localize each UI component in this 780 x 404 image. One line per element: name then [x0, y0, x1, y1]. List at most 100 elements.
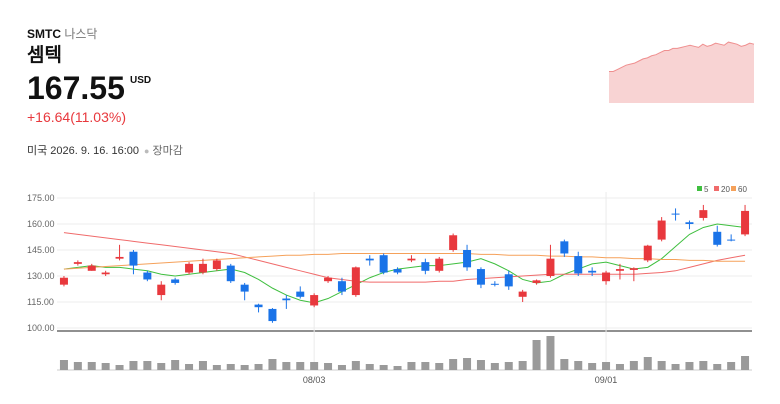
volume-bar	[476, 360, 485, 370]
moving-average-line	[63, 223, 746, 304]
volume-bar	[504, 362, 513, 370]
candle-body	[407, 258, 416, 261]
candle-body	[435, 258, 444, 271]
ticker-row: SMTC 나스닥	[27, 25, 97, 42]
candle-body	[226, 265, 235, 282]
candle-body	[59, 277, 68, 285]
candle-body	[643, 245, 652, 261]
candle-body	[101, 272, 110, 275]
stock-name: 셈텍	[27, 45, 62, 66]
volume-bar	[324, 363, 333, 370]
legend-swatch	[697, 186, 702, 191]
candle-body	[73, 262, 82, 264]
candle-body	[185, 263, 194, 273]
volume-bar	[407, 362, 416, 370]
candle-body	[671, 213, 680, 215]
volume-bar	[296, 362, 305, 370]
candle-body	[476, 269, 485, 285]
candle-body	[421, 262, 430, 271]
candle-body	[198, 263, 207, 273]
candle-body	[463, 250, 472, 268]
volume-bar	[87, 362, 96, 370]
volume-bar	[379, 365, 388, 370]
volume-bar	[643, 357, 652, 370]
volume-bar	[741, 356, 750, 370]
price-change: +16.64(11.03%)	[27, 109, 126, 125]
volume-bar	[115, 365, 124, 370]
candle-body	[657, 220, 666, 240]
ticker: SMTC	[27, 27, 61, 41]
volume-bar	[490, 363, 499, 370]
datetime: 미국 2026. 9. 16. 16:00	[27, 145, 139, 157]
candle-body	[87, 265, 96, 271]
legend-swatch	[731, 186, 736, 191]
candle-body	[393, 269, 402, 273]
market-status: 장마감	[152, 145, 183, 157]
candle-body	[212, 260, 221, 270]
volume-bar	[435, 363, 444, 370]
volume-bar	[657, 361, 666, 370]
volume-bar	[101, 363, 110, 370]
candle-body	[129, 251, 138, 266]
volume-bar	[713, 364, 722, 370]
volume-bar	[351, 361, 360, 370]
volume-bar	[337, 365, 346, 370]
volume-bar	[685, 362, 694, 370]
volume-bar	[185, 364, 194, 370]
candle-body	[351, 267, 360, 296]
volume-bar	[449, 359, 458, 370]
datetime-row: 미국 2026. 9. 16. 16:00 ● 장마감	[27, 142, 183, 158]
volume-bar	[59, 360, 68, 370]
volume-bar	[171, 360, 180, 370]
candle-body	[379, 255, 388, 273]
candle-body	[490, 283, 499, 285]
volume-bar	[198, 361, 207, 370]
volume-bar	[310, 362, 319, 370]
volume-bar	[282, 362, 291, 370]
volume-bar	[254, 364, 263, 370]
volume-bar	[463, 358, 472, 370]
y-tick-label: 115.00	[27, 297, 54, 307]
volume-bar	[157, 363, 166, 370]
volume-bar	[532, 340, 541, 370]
volume-bar	[602, 362, 611, 370]
volume-bar	[588, 363, 597, 370]
volume-bar	[574, 361, 583, 370]
candle-body	[518, 291, 527, 297]
volume-bar	[727, 362, 736, 370]
legend-swatch	[714, 186, 719, 191]
y-tick-label: 130.00	[27, 271, 55, 281]
candle-body	[254, 304, 263, 308]
candle-body	[532, 280, 541, 283]
volume-bar	[671, 364, 680, 370]
candle-body	[296, 291, 305, 297]
candle-body	[157, 284, 166, 296]
candle-body	[115, 256, 124, 259]
legend-label: 60	[738, 185, 747, 194]
x-tick-label: 09/01	[595, 375, 618, 385]
exchange: 나스닥	[64, 27, 98, 41]
volume-bar	[546, 336, 555, 370]
moving-average-line	[63, 232, 746, 283]
volume-bar	[393, 366, 402, 370]
candle-body	[727, 239, 736, 241]
candle-body	[324, 277, 333, 282]
volume-bar	[129, 361, 138, 370]
candle-body	[282, 298, 291, 301]
y-tick-label: 100.00	[27, 323, 55, 333]
currency: USD	[130, 75, 152, 86]
candle-body	[310, 295, 319, 306]
volume-bar	[629, 361, 638, 370]
volume-bar	[212, 365, 221, 370]
y-tick-label: 145.00	[27, 245, 55, 255]
volume-bar	[699, 361, 708, 370]
sparkline-area	[609, 42, 754, 103]
y-tick-label: 160.00	[27, 219, 55, 229]
candle-body	[143, 272, 152, 280]
volume-bar	[73, 362, 82, 370]
candle-body	[449, 235, 458, 250]
candle-body	[504, 274, 513, 287]
candle-body	[713, 231, 722, 245]
